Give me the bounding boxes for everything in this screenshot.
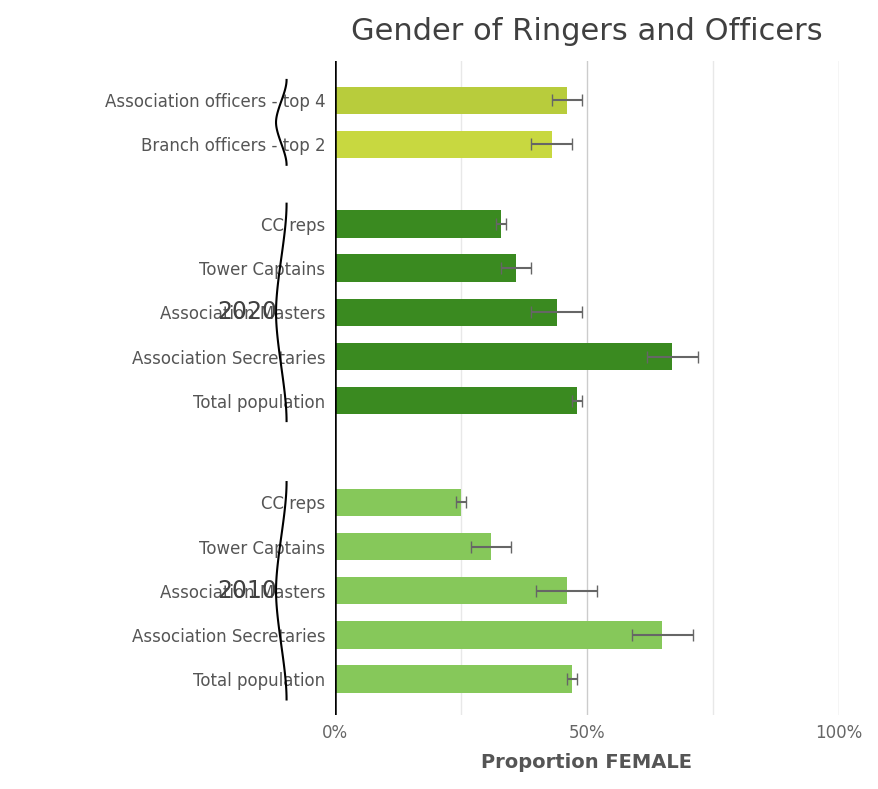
Title: Gender of Ringers and Officers: Gender of Ringers and Officers [350,17,822,46]
Bar [335,87,566,114]
Text: 2020: 2020 [217,301,277,324]
Bar [335,621,662,649]
X-axis label: Proportion FEMALE: Proportion FEMALE [481,753,692,772]
Bar [335,211,500,237]
Bar [335,255,515,282]
Bar [335,343,672,370]
Bar [335,299,556,326]
Bar [335,131,551,158]
Text: 2010: 2010 [217,579,277,603]
Bar [335,665,571,693]
Bar [335,387,576,414]
Bar [335,488,460,516]
Bar [335,577,566,604]
Bar [335,533,491,560]
